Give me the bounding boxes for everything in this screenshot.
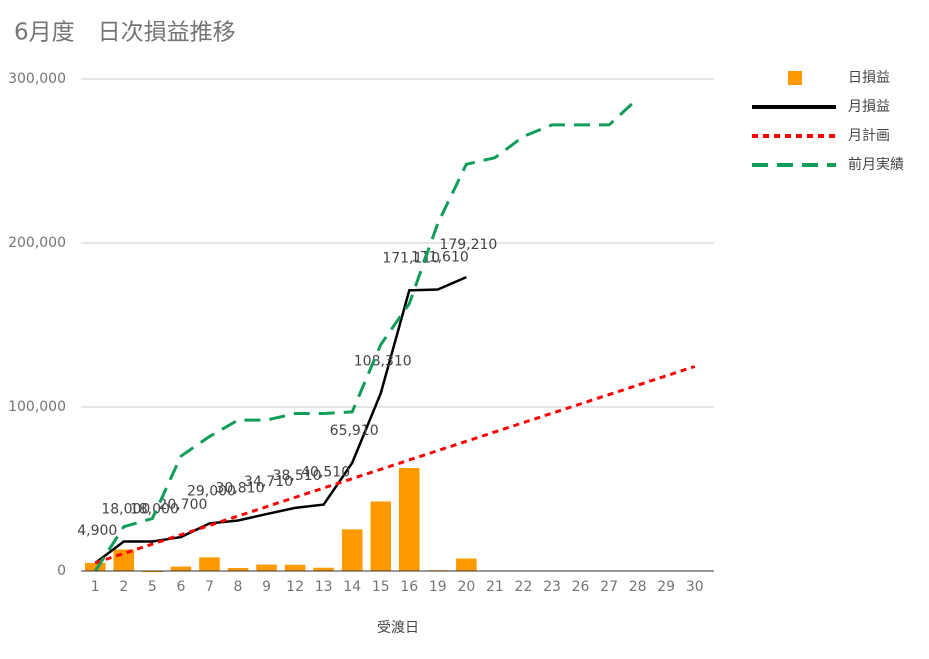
bar <box>227 568 249 571</box>
data-label: 20,700 <box>158 497 207 513</box>
x-tick-label: 30 <box>686 579 704 595</box>
x-tick-label: 19 <box>429 579 447 595</box>
legend-label: 日損益 <box>848 70 890 86</box>
data-label: 4,900 <box>77 523 117 539</box>
legend-label: 月計画 <box>848 128 890 144</box>
data-label: 29,000 <box>187 483 236 499</box>
data-label: 30,810 <box>216 480 265 496</box>
x-tick-label: 26 <box>572 579 590 595</box>
x-tick-label: 23 <box>543 579 561 595</box>
data-label: 179,210 <box>439 237 497 253</box>
bar <box>170 566 192 571</box>
x-axis-title: 受渡日 <box>377 620 419 636</box>
y-tick-label: 100,000 <box>8 399 66 415</box>
bar <box>341 529 363 571</box>
x-tick-label: 21 <box>486 579 504 595</box>
data-label: 65,910 <box>330 423 379 439</box>
data-label: 40,510 <box>301 465 350 481</box>
x-tick-label: 12 <box>286 579 304 595</box>
data-label: 18,000 <box>101 501 150 517</box>
bar <box>456 558 477 571</box>
bar <box>370 501 392 571</box>
x-tick-label: 9 <box>262 579 271 595</box>
x-tick-label: 20 <box>457 579 475 595</box>
bar <box>113 549 135 571</box>
bar <box>84 562 106 571</box>
line <box>94 275 467 564</box>
y-tick-label: 200,000 <box>8 235 66 251</box>
x-tick-label: 14 <box>343 579 361 595</box>
x-tick-label: 1 <box>91 579 100 595</box>
x-tick-label: 5 <box>148 579 157 595</box>
x-tick-label: 27 <box>600 579 618 595</box>
x-tick-label: 6 <box>176 579 185 595</box>
x-tick-label: 2 <box>119 579 128 595</box>
x-tick-label: 15 <box>372 579 390 595</box>
data-label: 18,000 <box>130 501 179 517</box>
chart-title: 6月度 日次損益推移 <box>14 20 236 46</box>
legend-label: 月損益 <box>848 99 890 115</box>
line <box>94 365 696 565</box>
y-tick-label: 0 <box>57 563 66 579</box>
bar <box>199 557 220 571</box>
data-label: 34,710 <box>244 474 293 490</box>
x-tick-label: 28 <box>629 579 647 595</box>
legend-swatch <box>788 71 802 85</box>
bar <box>284 564 306 571</box>
x-tick-label: 8 <box>234 579 243 595</box>
bar <box>256 564 277 571</box>
data-label: 108,310 <box>354 353 412 369</box>
y-tick-label: 300,000 <box>8 71 66 87</box>
data-label: 38,510 <box>273 468 322 484</box>
x-tick-label: 16 <box>400 579 418 595</box>
x-tick-label: 7 <box>205 579 214 595</box>
legend-label: 前月実績 <box>848 156 904 173</box>
x-tick-label: 29 <box>657 579 675 595</box>
x-tick-label: 22 <box>515 579 533 595</box>
bar <box>313 567 334 571</box>
line <box>94 97 639 572</box>
x-tick-label: 13 <box>315 579 333 595</box>
bar <box>398 468 420 571</box>
